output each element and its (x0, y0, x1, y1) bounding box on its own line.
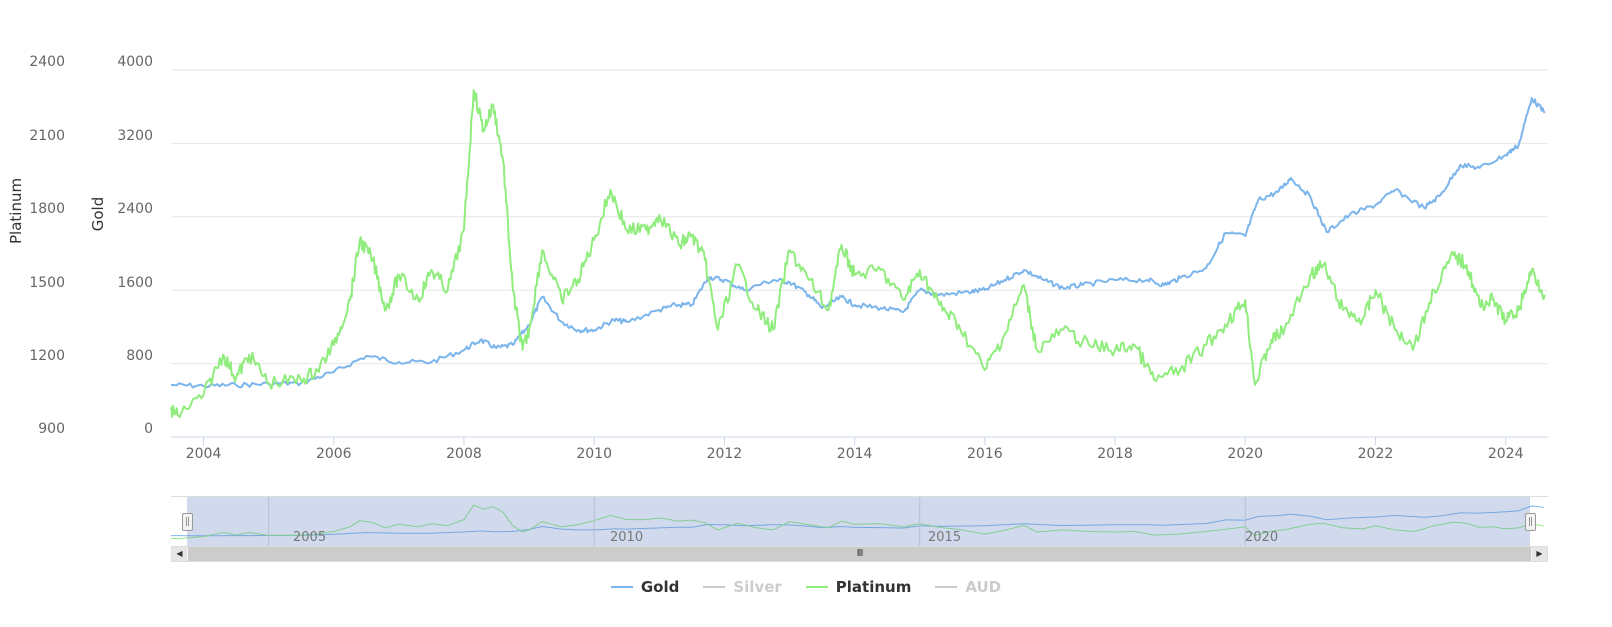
x-tick: 2014 (836, 446, 873, 462)
scrollbar[interactable]: ◀ III ▶ (171, 546, 1548, 562)
platinum-tick: 1800 (29, 201, 65, 217)
navigator-series (171, 497, 1544, 547)
platinum-tick: 2400 (29, 54, 65, 70)
platinum-tick: 900 (38, 421, 65, 437)
platinum-tick: 1500 (29, 275, 65, 291)
legend-label: Gold (640, 578, 680, 596)
legend-item-aud[interactable]: AUD (935, 578, 1001, 596)
aud-line-icon (935, 586, 958, 588)
legend: Gold Silver Platinum AUD (0, 578, 1612, 596)
navigator-selection[interactable] (187, 497, 1530, 547)
grip-icon: III (856, 548, 864, 559)
legend-label: Platinum (835, 578, 912, 596)
scroll-left-button[interactable]: ◀ (172, 547, 187, 561)
plot-area[interactable] (0, 0, 1612, 480)
platinum-tick: 2100 (29, 128, 65, 144)
x-tick: 2022 (1357, 446, 1394, 462)
x-tick: 2008 (446, 446, 482, 462)
scroll-right-button[interactable]: ▶ (1532, 547, 1547, 561)
navigator-tick: 2020 (1245, 530, 1279, 545)
gold-tick: 3200 (117, 128, 153, 144)
gold-tick: 4000 (117, 54, 153, 70)
platinum-tick: 1200 (29, 348, 65, 364)
navigator-left-handle[interactable] (182, 513, 193, 531)
scrollbar-thumb[interactable]: III (188, 547, 1531, 561)
legend-item-gold[interactable]: Gold (610, 578, 680, 596)
platinum-series-line[interactable] (170, 89, 1546, 418)
legend-item-platinum[interactable]: Platinum (805, 578, 912, 596)
x-tick: 2018 (1097, 446, 1133, 462)
navigator-tick: 2015 (928, 530, 962, 545)
legend-item-silver[interactable]: Silver (703, 578, 782, 596)
x-tick: 2024 (1487, 446, 1524, 462)
gold-tick: 1600 (117, 275, 153, 291)
navigator[interactable] (171, 496, 1548, 549)
gold-tick: 0 (144, 421, 153, 437)
x-tick: 2010 (576, 446, 612, 462)
x-tick: 2020 (1227, 446, 1264, 462)
navigator-tick: 2005 (293, 530, 327, 545)
x-tick: 2012 (706, 446, 743, 462)
arrow-left-icon: ◀ (176, 549, 183, 558)
gold-tick: 2400 (117, 201, 153, 217)
gold-tick: 800 (126, 348, 153, 364)
x-tick: 2006 (315, 446, 352, 462)
x-tick: 2004 (185, 446, 222, 462)
navigator-right-handle[interactable] (1525, 513, 1536, 531)
silver-line-icon (703, 586, 726, 588)
legend-label: AUD (965, 578, 1002, 596)
gold-line-icon (610, 586, 633, 588)
legend-label: Silver (733, 578, 782, 596)
arrow-right-icon: ▶ (1536, 549, 1543, 558)
gold-series-line[interactable] (171, 97, 1546, 389)
platinum-line-icon (805, 586, 828, 588)
navigator-tick: 2010 (610, 530, 644, 545)
x-tick: 2016 (967, 446, 1003, 462)
